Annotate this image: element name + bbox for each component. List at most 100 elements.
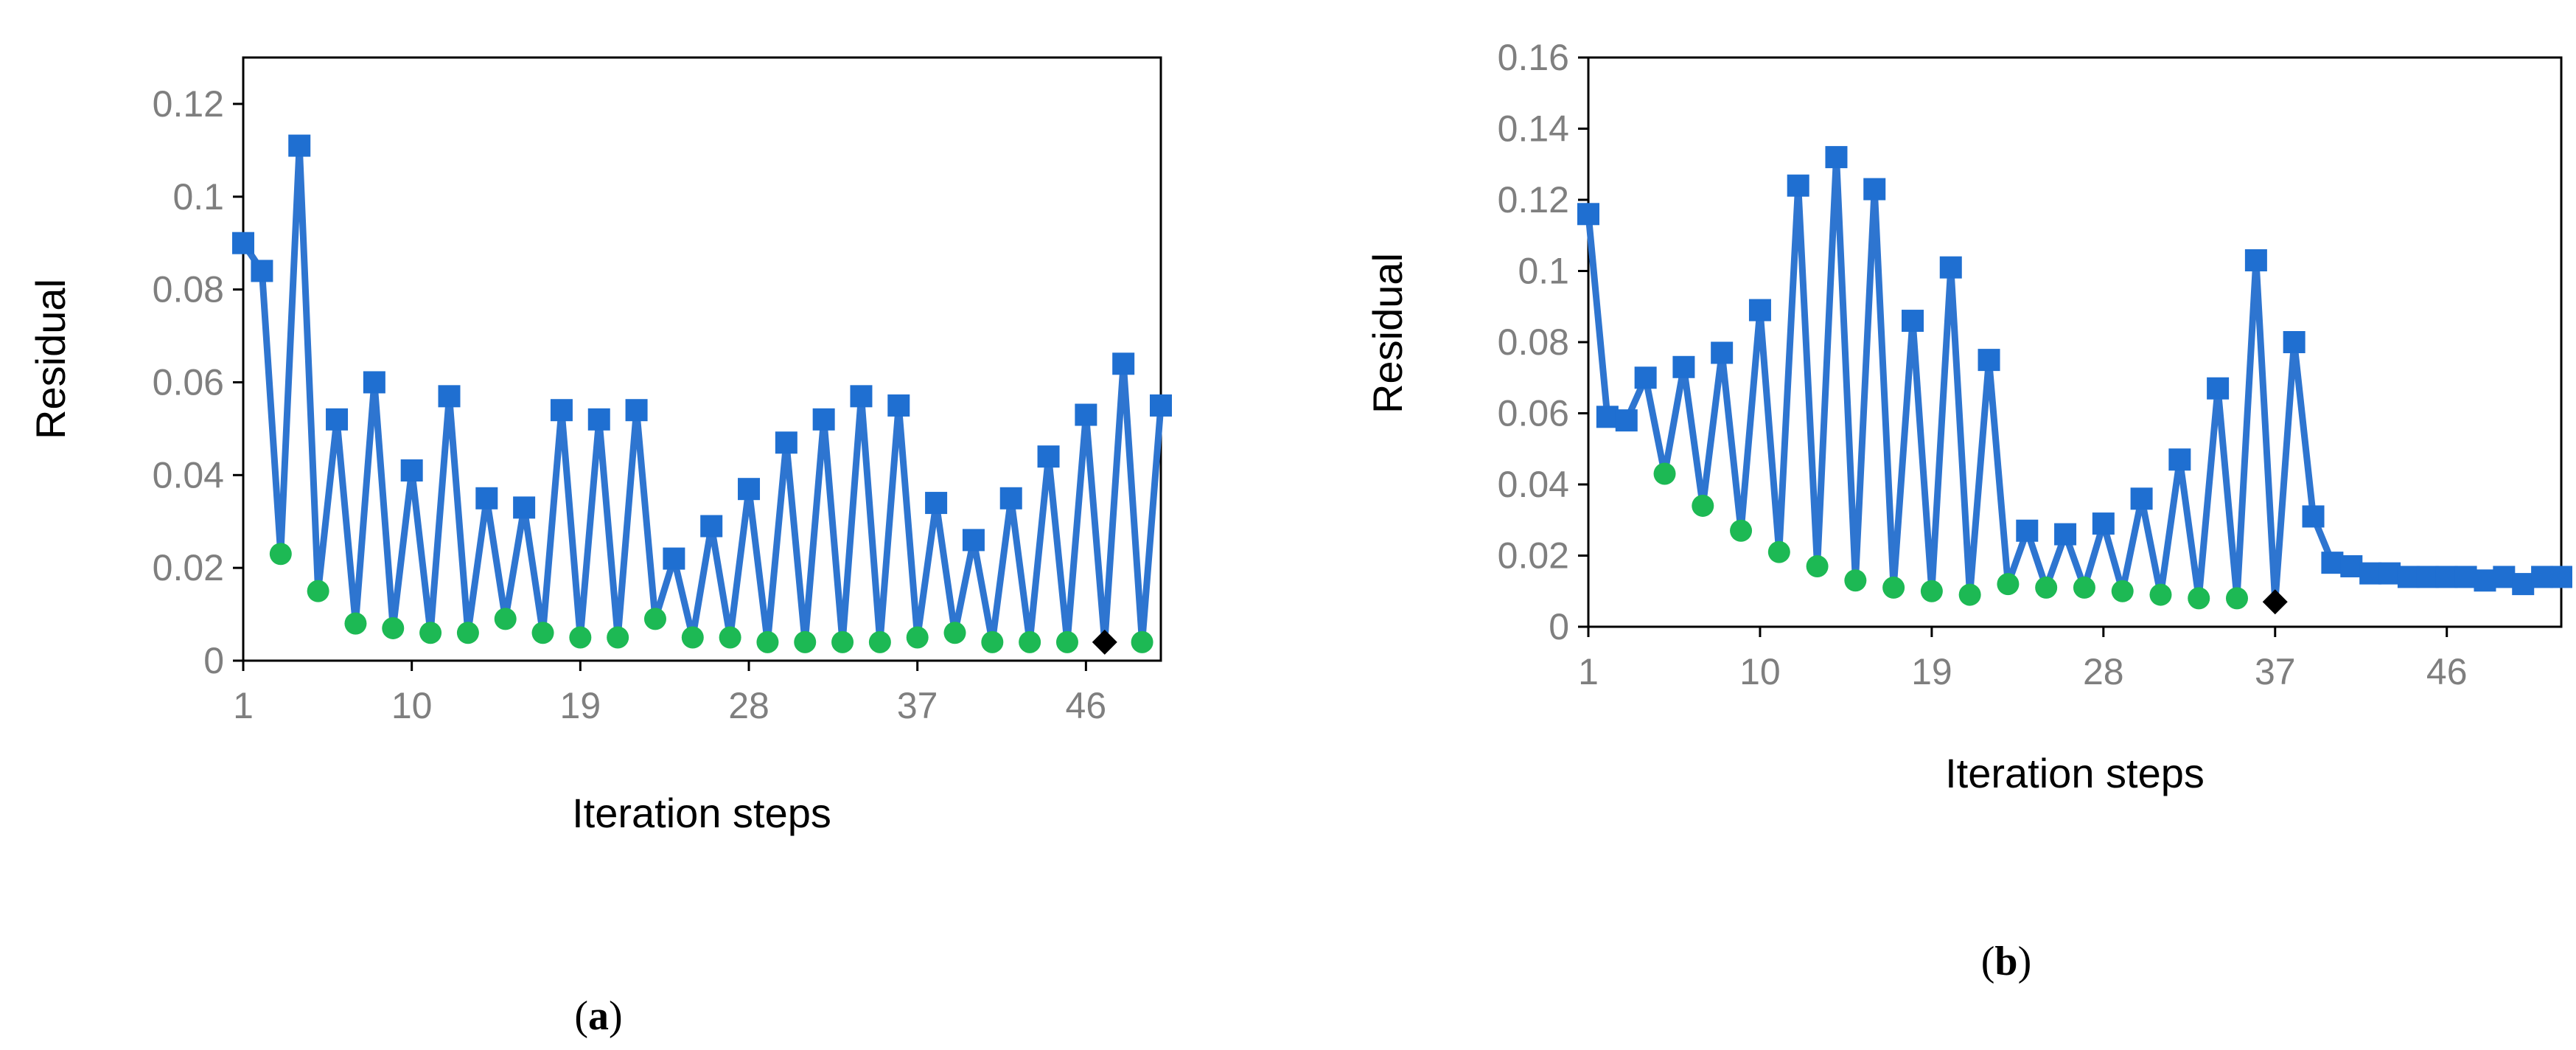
data-point-square bbox=[2283, 331, 2306, 353]
y-tick-label: 0 bbox=[1549, 606, 1569, 647]
data-point-square bbox=[1075, 403, 1097, 426]
data-point-square bbox=[1748, 299, 1771, 321]
data-point-square bbox=[2531, 566, 2554, 588]
x-tick-label: 28 bbox=[728, 685, 769, 726]
data-point-circle bbox=[643, 608, 666, 630]
data-point-square bbox=[2416, 566, 2439, 588]
data-point-circle bbox=[382, 616, 405, 639]
data-point-square bbox=[812, 408, 835, 431]
data-point-square bbox=[513, 496, 536, 519]
data-point-circle bbox=[868, 630, 891, 653]
data-point-circle bbox=[419, 622, 442, 644]
data-point-circle bbox=[1767, 540, 1790, 563]
data-point-square bbox=[400, 459, 423, 482]
data-point-square bbox=[999, 487, 1022, 510]
data-point-square bbox=[2493, 566, 2516, 588]
data-point-square bbox=[1634, 366, 1657, 389]
data-point-square bbox=[1939, 256, 1962, 279]
data-point-circle bbox=[794, 630, 817, 653]
data-point-circle bbox=[1958, 583, 1981, 606]
data-point-circle bbox=[2226, 587, 2248, 610]
data-point-diamond bbox=[2262, 589, 2288, 615]
panel-b-xlabel: Iteration steps bbox=[1945, 750, 2205, 796]
data-point-square bbox=[232, 232, 254, 254]
data-point-square bbox=[1150, 394, 1172, 417]
data-point-square bbox=[2359, 562, 2382, 585]
y-tick-label: 0.02 bbox=[153, 547, 224, 588]
data-point-square bbox=[1978, 349, 2000, 372]
data-point-square bbox=[2435, 566, 2458, 588]
y-tick-label: 0.06 bbox=[1498, 393, 1569, 434]
data-point-square bbox=[1672, 355, 1695, 378]
data-point-square bbox=[1787, 174, 1809, 197]
panel-a-chart: 0 0.02 0.04 0.06 0.08 0.1 0.12 1 10 19 28 37 46 Ite… bbox=[27, 56, 1172, 1039]
data-point-circle bbox=[1692, 494, 1714, 517]
data-point-square bbox=[2454, 566, 2477, 588]
y-tick-label: 0.12 bbox=[1498, 179, 1569, 220]
data-point-circle bbox=[307, 580, 329, 602]
y-tick-label: 0.14 bbox=[1498, 108, 1569, 150]
y-tick-label: 0.12 bbox=[153, 83, 224, 125]
data-point-square bbox=[2397, 566, 2420, 588]
data-point-circle bbox=[1730, 519, 1753, 542]
x-tick-label: 19 bbox=[560, 685, 601, 726]
data-point-square bbox=[2092, 512, 2115, 535]
x-tick-label: 46 bbox=[2426, 651, 2468, 692]
panel-b-chart: 0 0.02 0.04 0.06 0.08 0.1 0.12 0.14 0.16 1 10 19 28… bbox=[1364, 37, 2572, 984]
x-tick-label: 46 bbox=[1066, 685, 1107, 726]
data-point-square bbox=[2321, 552, 2344, 574]
data-point-circle bbox=[1882, 576, 1905, 599]
data-point-square bbox=[326, 408, 349, 431]
data-point-square bbox=[1863, 178, 1886, 201]
data-point-square bbox=[1112, 352, 1135, 375]
y-tick-label: 0.1 bbox=[1518, 251, 1569, 292]
data-point-square bbox=[2378, 562, 2401, 585]
x-tick-label: 10 bbox=[1739, 651, 1781, 692]
x-tick-label: 28 bbox=[2083, 651, 2124, 692]
x-tick-label: 10 bbox=[391, 685, 433, 726]
x-tick-label: 37 bbox=[897, 685, 938, 726]
panel-a-ylabel: Residual bbox=[27, 279, 74, 439]
data-point-square bbox=[2340, 554, 2363, 577]
data-point-circle bbox=[719, 626, 741, 649]
data-point-square bbox=[1596, 406, 1619, 428]
data-point-square bbox=[2054, 523, 2077, 546]
data-point-circle bbox=[981, 630, 1004, 653]
data-point-square bbox=[2244, 249, 2267, 272]
y-tick-label: 0.04 bbox=[153, 454, 224, 496]
y-tick-label: 0.06 bbox=[153, 361, 224, 403]
data-point-square bbox=[625, 399, 648, 422]
data-point-circle bbox=[2111, 580, 2134, 602]
data-point-square bbox=[738, 478, 761, 501]
data-point-square bbox=[2550, 566, 2572, 588]
data-point-circle bbox=[1131, 630, 1153, 653]
data-point-circle bbox=[906, 626, 929, 649]
data-point-square bbox=[925, 492, 948, 515]
residual-series-line bbox=[240, 142, 1165, 646]
x-tick-label: 19 bbox=[1911, 651, 1952, 692]
data-point-circle bbox=[1997, 573, 2020, 596]
data-point-circle bbox=[1920, 580, 1943, 602]
data-point-square bbox=[1711, 341, 1734, 364]
data-point-square bbox=[1615, 409, 1638, 432]
data-point-square bbox=[2168, 448, 2191, 471]
data-point-circle bbox=[269, 543, 292, 566]
data-point-circle bbox=[2149, 583, 2172, 606]
panel-a-label: (a) bbox=[574, 993, 622, 1039]
data-point-circle bbox=[1653, 462, 1676, 485]
data-point-square bbox=[251, 260, 273, 282]
y-tick-label: 0 bbox=[203, 640, 224, 681]
data-point-circle bbox=[1055, 630, 1078, 653]
data-point-circle bbox=[831, 630, 854, 653]
data-point-square bbox=[1577, 203, 1599, 226]
data-point-square bbox=[1902, 310, 1924, 333]
data-point-square bbox=[550, 399, 573, 422]
data-point-circle bbox=[344, 612, 367, 635]
data-point-square bbox=[363, 371, 385, 394]
data-point-square bbox=[850, 385, 873, 408]
data-point-circle bbox=[2035, 576, 2058, 599]
data-point-square bbox=[2474, 569, 2496, 592]
data-point-circle bbox=[531, 622, 554, 644]
data-point-square bbox=[700, 515, 723, 538]
